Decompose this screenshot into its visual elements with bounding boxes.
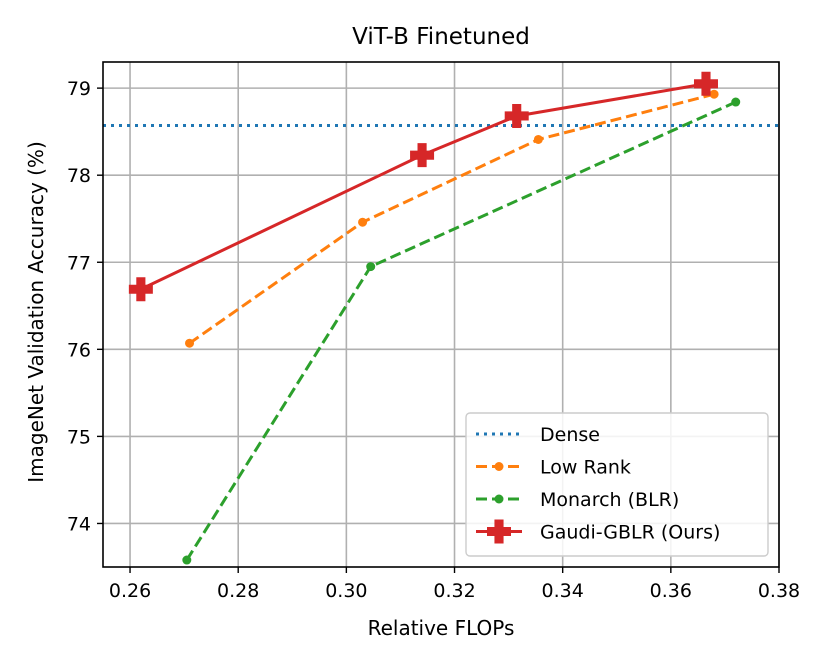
data-point bbox=[533, 134, 543, 144]
data-point bbox=[185, 338, 195, 348]
series-3 bbox=[128, 71, 718, 302]
x-tick-label: 0.26 bbox=[109, 580, 151, 602]
y-tick-label: 74 bbox=[67, 513, 91, 535]
plot-frame bbox=[102, 61, 780, 568]
legend-label: Monarch (BLR) bbox=[540, 489, 679, 511]
x-tick-label: 0.28 bbox=[217, 580, 259, 602]
data-point bbox=[366, 262, 376, 272]
series-layer bbox=[103, 71, 779, 565]
y-tick-label: 78 bbox=[67, 165, 91, 187]
series-2 bbox=[182, 97, 741, 565]
data-point bbox=[358, 217, 368, 227]
series-1 bbox=[185, 89, 719, 348]
x-axis-label: Relative FLOPs bbox=[368, 616, 515, 640]
legend-label: Dense bbox=[540, 424, 600, 446]
legend-item: Dense bbox=[476, 424, 600, 446]
data-point bbox=[182, 555, 192, 565]
x-tick-label: 0.32 bbox=[433, 580, 475, 602]
x-tick-label: 0.34 bbox=[542, 580, 584, 602]
data-point bbox=[709, 89, 719, 99]
series-line bbox=[140, 82, 707, 291]
legend-item: Gaudi-GBLR (Ours) bbox=[476, 519, 720, 544]
data-point bbox=[693, 71, 718, 96]
chart-title: ViT-B Finetuned bbox=[352, 24, 530, 50]
legend-label: Gaudi-GBLR (Ours) bbox=[540, 522, 720, 544]
data-point bbox=[128, 277, 153, 302]
legend-item: Low Rank bbox=[476, 457, 631, 479]
legend: Dense Low Rank Monarch (BLR) Gaudi-GBLR (Ou… bbox=[465, 412, 769, 557]
data-point bbox=[504, 103, 529, 128]
data-point bbox=[731, 97, 741, 107]
grid bbox=[103, 62, 780, 567]
legend-label: Low Rank bbox=[540, 457, 631, 479]
y-tick-label: 76 bbox=[67, 339, 91, 361]
legend-item: Monarch (BLR) bbox=[476, 489, 679, 511]
data-point bbox=[410, 143, 435, 168]
y-tick-label: 79 bbox=[67, 78, 91, 100]
legend-swatch-marker bbox=[487, 519, 511, 544]
x-tick-label: 0.36 bbox=[650, 580, 692, 602]
y-axis-label: ImageNet Validation Accuracy (%) bbox=[24, 141, 48, 483]
legend-swatch-marker bbox=[494, 494, 504, 504]
y-tick-label: 75 bbox=[67, 426, 91, 448]
y-tick-label: 77 bbox=[67, 252, 91, 274]
ticks: 0.26 0.28 0.30 0.32 0.34 0.36 0.38 74 75 76 77 78 79 bbox=[67, 78, 800, 602]
x-tick-label: 0.30 bbox=[325, 580, 367, 602]
legend-box bbox=[465, 412, 769, 557]
x-tick-label: 0.38 bbox=[758, 580, 800, 602]
legend-swatch-marker bbox=[494, 462, 504, 471]
series-line bbox=[188, 92, 715, 345]
